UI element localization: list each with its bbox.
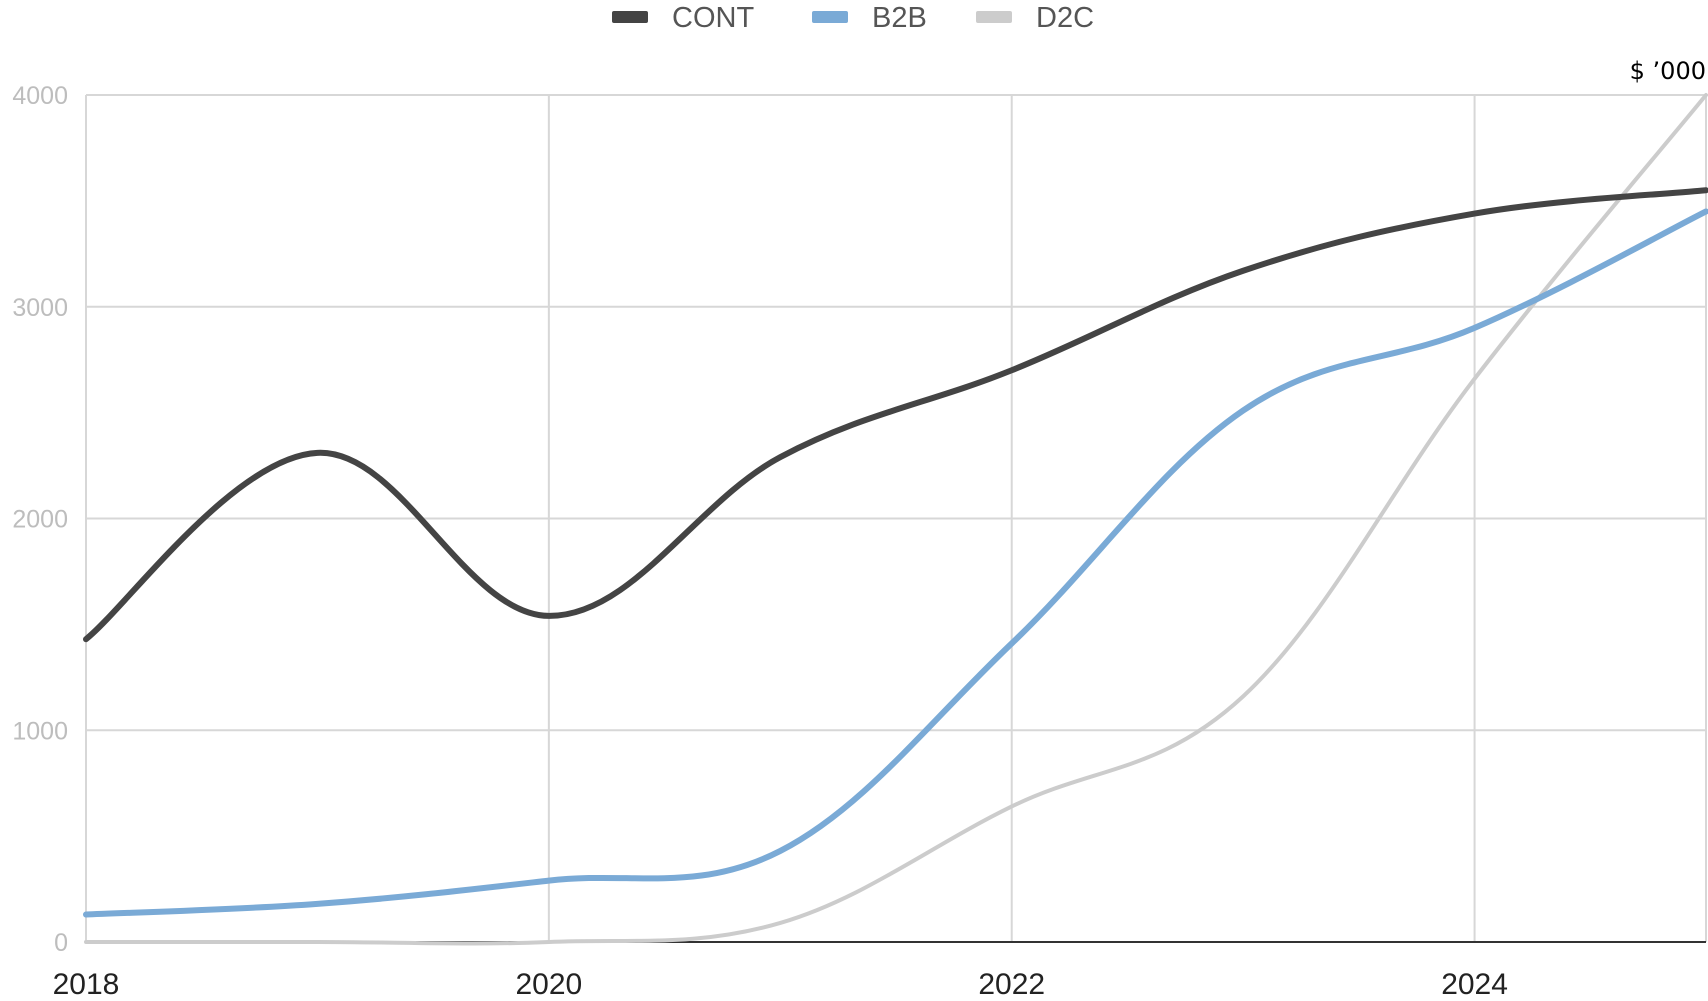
x-tick-label: 2022 xyxy=(978,968,1045,1001)
x-tick-label: 2024 xyxy=(1441,968,1508,1001)
chart-grid xyxy=(85,94,1707,943)
x-tick-label: 2018 xyxy=(53,968,120,1001)
legend-swatch xyxy=(612,11,648,23)
y-axis-ticks: 0 1000 2000 3000 4000 xyxy=(12,82,68,957)
y-tick-label: 0 xyxy=(54,929,68,957)
series-line-d2c xyxy=(84,93,1708,946)
unit-label: $ ’000 xyxy=(1630,57,1706,85)
legend-item-cont: CONT xyxy=(612,2,754,34)
x-axis-ticks: 2018 2020 2022 2024 xyxy=(53,968,1508,1001)
y-tick-label: 4000 xyxy=(12,82,68,110)
legend-swatch xyxy=(812,11,848,23)
y-tick-label: 1000 xyxy=(12,717,68,745)
legend-label: B2B xyxy=(872,2,927,34)
y-tick-label: 2000 xyxy=(12,506,68,534)
legend-item-b2b: B2B xyxy=(812,2,927,34)
chart-series xyxy=(83,93,1708,946)
series-line-b2b xyxy=(83,208,1708,918)
y-tick-label: 3000 xyxy=(12,294,68,322)
x-tick-label: 2020 xyxy=(515,968,582,1001)
legend-label: CONT xyxy=(672,2,754,34)
legend-label: D2C xyxy=(1036,2,1094,34)
legend-swatch xyxy=(976,11,1012,23)
legend-item-d2c: D2C xyxy=(976,2,1094,34)
chart-legend: CONT B2B D2C xyxy=(612,2,1094,34)
series-line-cont xyxy=(83,187,1708,643)
